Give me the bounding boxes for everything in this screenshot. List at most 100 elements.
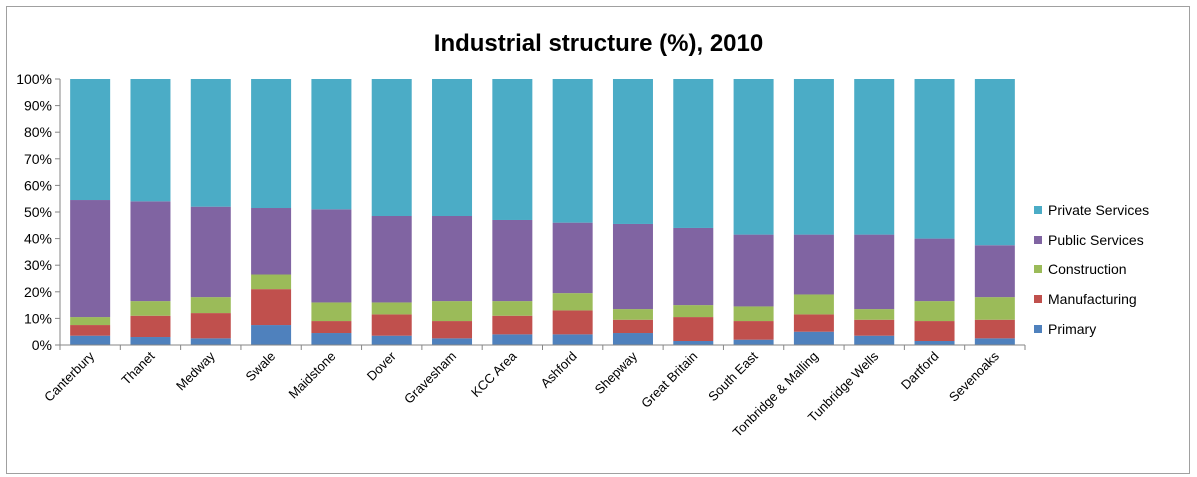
bar-construction — [854, 309, 895, 320]
bar-primary — [854, 335, 895, 345]
legend-swatch — [1034, 294, 1042, 303]
x-tick-label: South East — [705, 348, 761, 404]
bar-public-services — [190, 206, 231, 298]
bar-manufacturing — [854, 319, 895, 336]
legend-swatch — [1034, 235, 1042, 244]
bar-private-services — [251, 79, 292, 209]
legend-swatch — [1034, 205, 1042, 214]
bar-manufacturing — [432, 321, 473, 339]
bar-public-services — [432, 215, 473, 302]
bar-public-services — [311, 209, 352, 303]
bar-manufacturing — [552, 310, 593, 335]
bar-private-services — [854, 79, 895, 235]
bar-private-services — [974, 79, 1015, 246]
bar-construction — [612, 309, 653, 320]
bars-group — [70, 79, 1015, 345]
bar-private-services — [492, 79, 533, 220]
legend-label: Private Services — [1048, 201, 1150, 218]
y-tick-label: 20% — [24, 284, 52, 300]
bar-private-services — [130, 79, 171, 202]
bar-primary — [190, 338, 231, 345]
bar-primary — [251, 325, 292, 345]
legend: Private Services Public Services Construct… — [1034, 195, 1149, 343]
bar-private-services — [793, 79, 834, 235]
bar-private-services — [371, 79, 412, 216]
x-tick-label: Shepway — [592, 348, 641, 397]
axes-group — [55, 78, 1026, 350]
bar-primary — [311, 333, 352, 345]
y-tick-label: 50% — [24, 204, 52, 220]
bar-public-services — [552, 222, 593, 294]
bar-construction — [793, 294, 834, 315]
bar-primary — [793, 331, 834, 345]
y-tick-label: 90% — [24, 98, 52, 114]
bar-construction — [974, 297, 1015, 320]
bar-construction — [552, 293, 593, 311]
x-tick-label: Great Britain — [638, 349, 700, 411]
x-tick-label: Thanet — [118, 348, 157, 387]
x-tick-label: Ashford — [537, 349, 579, 391]
bar-manufacturing — [190, 313, 231, 339]
bar-manufacturing — [492, 315, 533, 335]
legend-item-public-services: Public Services — [1034, 225, 1149, 255]
bar-construction — [673, 305, 714, 318]
bar-public-services — [914, 238, 955, 302]
x-tick-label: Dover — [364, 348, 400, 384]
legend-item-primary: Primary — [1034, 314, 1149, 344]
bar-public-services — [733, 234, 774, 307]
bar-primary — [733, 339, 774, 345]
legend-label: Primary — [1048, 320, 1097, 337]
x-tick-label: KCC Area — [468, 348, 520, 400]
bar-public-services — [371, 215, 412, 303]
bar-primary — [70, 335, 111, 345]
legend-label: Construction — [1048, 261, 1127, 278]
bar-private-services — [432, 79, 473, 216]
x-tick-label: Sevenoaks — [946, 348, 1002, 404]
bar-manufacturing — [914, 321, 955, 342]
bar-manufacturing — [974, 319, 1015, 339]
bar-private-services — [552, 79, 593, 223]
bar-primary — [130, 337, 171, 345]
chart-title: Industrial structure (%), 2010 — [433, 30, 764, 57]
bar-private-services — [612, 79, 653, 224]
bar-public-services — [612, 223, 653, 310]
bar-manufacturing — [733, 321, 774, 340]
bar-primary — [492, 334, 533, 345]
legend-swatch — [1034, 265, 1042, 274]
y-tick-label: 70% — [24, 151, 52, 167]
bar-manufacturing — [673, 317, 714, 342]
bar-private-services — [311, 79, 352, 210]
bar-primary — [432, 338, 473, 345]
bar-public-services — [251, 208, 292, 275]
bar-private-services — [70, 79, 111, 201]
x-tick-label: Gravesham — [401, 349, 459, 407]
x-tick-labels: Canterbury Thanet Medway Swale Maidstone Dove… — [41, 348, 1002, 440]
bar-construction — [70, 317, 111, 326]
bar-manufacturing — [612, 319, 653, 334]
bar-public-services — [974, 245, 1015, 298]
y-tick-label: 30% — [24, 257, 52, 273]
x-tick-label: Dartford — [898, 349, 942, 393]
x-tick-label: Medway — [173, 348, 218, 393]
bar-construction — [371, 302, 412, 315]
bar-construction — [130, 301, 171, 316]
bar-construction — [432, 301, 473, 322]
bar-manufacturing — [793, 314, 834, 332]
bar-manufacturing — [311, 321, 352, 334]
bar-construction — [251, 274, 292, 290]
legend-item-private-services: Private Services — [1034, 195, 1149, 225]
y-tick-label: 40% — [24, 231, 52, 247]
y-tick-label: 80% — [24, 124, 52, 140]
y-tick-label: 100% — [16, 71, 52, 87]
legend-item-construction: Construction — [1034, 254, 1149, 284]
bar-public-services — [70, 200, 111, 318]
bar-construction — [914, 301, 955, 322]
bar-primary — [673, 341, 714, 345]
legend-label: Public Services — [1048, 231, 1144, 248]
bar-private-services — [190, 79, 231, 207]
x-tick-label: Canterbury — [41, 348, 97, 404]
bar-construction — [492, 301, 533, 316]
bar-primary — [914, 341, 955, 345]
bar-public-services — [673, 227, 714, 306]
bar-primary — [371, 335, 412, 345]
